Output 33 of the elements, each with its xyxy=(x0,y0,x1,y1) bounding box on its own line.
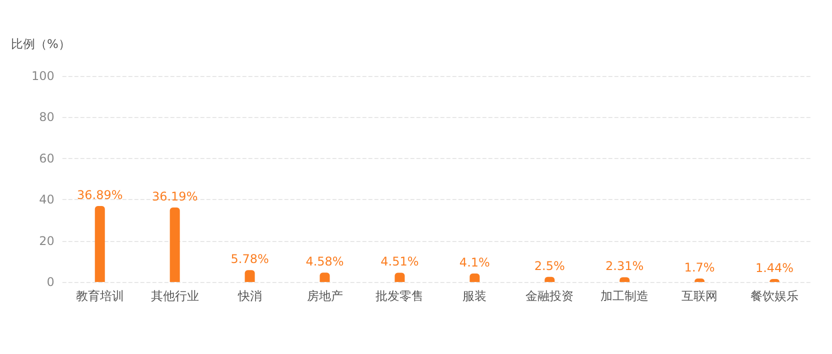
data-label: 36.89% xyxy=(77,188,123,202)
x-tick-label: 金融投资 xyxy=(526,289,574,303)
y-tick-label: 80 xyxy=(39,110,54,124)
data-label: 4.58% xyxy=(306,254,344,269)
y-tick-label: 60 xyxy=(39,151,54,166)
data-label: 4.1% xyxy=(459,256,490,270)
data-label: 2.31% xyxy=(606,259,644,274)
bar xyxy=(94,206,105,282)
data-label: 36.19% xyxy=(152,189,198,204)
x-tick-label: 服装 xyxy=(462,289,487,303)
x-tick-label: 加工制造 xyxy=(600,289,649,303)
bar xyxy=(320,272,330,282)
y-axis-title: 比例（%） xyxy=(10,37,70,51)
x-tick-label: 快消 xyxy=(236,289,262,303)
bar xyxy=(244,270,255,282)
bar xyxy=(170,207,180,282)
data-label: 4.51% xyxy=(380,254,419,269)
x-tick-label: 房地产 xyxy=(306,289,343,303)
x-tick-label: 教育培训 xyxy=(76,289,124,303)
data-label: 5.78% xyxy=(230,252,269,266)
data-label: 1.44% xyxy=(755,261,794,276)
x-tick-label: 批发零售 xyxy=(376,289,424,303)
bar xyxy=(394,272,405,282)
y-tick-label: 0 xyxy=(46,275,54,289)
y-tick-label: 40 xyxy=(39,192,54,207)
x-tick-label: 互联网 xyxy=(682,289,718,303)
y-tick-label: 100 xyxy=(31,69,54,83)
y-tick-label: 20 xyxy=(39,234,54,248)
data-label: 1.7% xyxy=(684,260,715,274)
x-tick-label: 其他行业 xyxy=(150,289,199,303)
x-tick-label: 餐饮娱乐 xyxy=(750,289,799,303)
data-label: 2.5% xyxy=(534,258,565,273)
bar xyxy=(470,274,480,282)
